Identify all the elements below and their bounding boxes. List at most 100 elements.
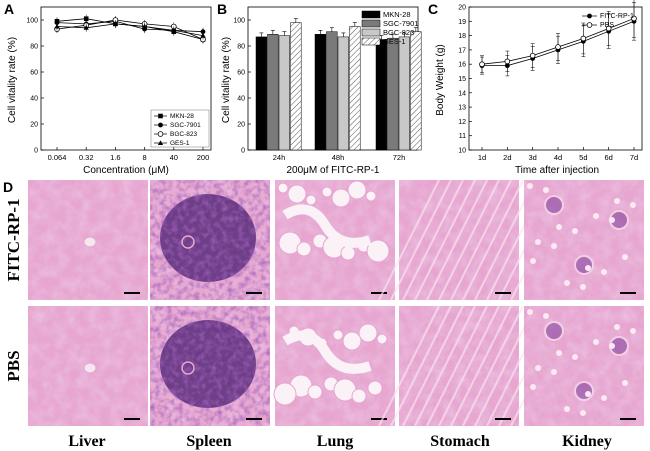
kidney-tubule-lumen bbox=[551, 243, 557, 249]
chart-b-bar bbox=[375, 39, 387, 151]
column-label-liver: Liver bbox=[68, 433, 105, 450]
chart-b-bar bbox=[326, 31, 338, 151]
chart-c-marks: 10 11 12 13 14 15 16 17 18 19 20 1d 2d 3d 4d 5d 6d 7d bbox=[458, 0, 638, 162]
chart-c-xtick-label: 3d bbox=[528, 153, 536, 162]
stomach-gland bbox=[426, 305, 488, 427]
chart-c-ytick-label: 18 bbox=[458, 33, 466, 40]
chart-a-legend-label: BGC-823 bbox=[170, 131, 197, 138]
chart-a-xtick-label: 0.064 bbox=[48, 153, 67, 162]
kidney-tubule-lumen bbox=[543, 313, 549, 319]
lung-alveolus bbox=[366, 239, 390, 263]
column-label-spleen: Spleen bbox=[186, 433, 231, 450]
liver-central-vein bbox=[83, 362, 97, 374]
column-label-kidney: Kidney bbox=[562, 433, 612, 450]
chart-a-ytick-label: 40 bbox=[30, 96, 38, 103]
kidney-tubule-lumen bbox=[580, 410, 586, 416]
chart-c-point bbox=[631, 15, 637, 22]
chart-b-ylabel: Cell vitality rate (%) bbox=[221, 37, 232, 123]
chart-b-bar bbox=[349, 26, 361, 151]
chart-b-legend-keys bbox=[361, 10, 381, 46]
stomach-gland bbox=[414, 179, 476, 301]
histology-image-kidney-fitc-rp-1 bbox=[524, 180, 644, 300]
chart-a-marks: 0 20 40 60 80 100 0.064 0.32 1.6 8 40 200 bbox=[26, 14, 209, 162]
lung-alveolus bbox=[340, 245, 356, 261]
chart-a-legend-marker bbox=[158, 122, 163, 128]
chart-c-ytick-label: 15 bbox=[458, 76, 466, 83]
chart-a-legend-marker bbox=[158, 113, 163, 119]
chart-b-bar bbox=[398, 36, 410, 151]
chart-b-xtick-label: 72h bbox=[393, 153, 406, 162]
spleen-arteriole bbox=[181, 235, 195, 249]
kidney-tubule-lumen bbox=[543, 187, 549, 193]
chart-b-viability-time: Cell vitality rate (%) 200μM of FITC-RP-… bbox=[221, 6, 422, 176]
lung-airway bbox=[282, 330, 372, 374]
chart-c-ytick-label: 11 bbox=[459, 133, 466, 140]
chart-a-ytick-label: 100 bbox=[26, 18, 38, 25]
chart-b-legend-swatch bbox=[361, 28, 381, 37]
stomach-gland bbox=[378, 179, 440, 301]
kidney-tubule-lumen bbox=[622, 380, 628, 386]
chart-c-xtick-label: 7d bbox=[630, 153, 638, 162]
chart-b-ytick-label: 100 bbox=[233, 18, 245, 25]
chart-b-ytick-label: 80 bbox=[237, 44, 245, 51]
chart-a-ytick-label: 60 bbox=[30, 70, 38, 77]
column-label-stomach: Stomach bbox=[430, 433, 490, 450]
histology-image-kidney-pbs bbox=[524, 306, 644, 426]
histology-grid bbox=[28, 179, 644, 427]
chart-c-ytick-label: 19 bbox=[458, 19, 466, 26]
kidney-tubule-lumen bbox=[530, 384, 536, 390]
kidney-tubule-lumen bbox=[630, 202, 636, 208]
stomach-gland bbox=[462, 305, 524, 427]
chart-c-point bbox=[504, 58, 511, 65]
stomach-gland bbox=[402, 305, 464, 427]
kidney-tubule-lumen bbox=[535, 239, 541, 245]
row-label-fitc-rp-1: FITC-RP-1 bbox=[4, 198, 23, 281]
column-label-lung: Lung bbox=[317, 433, 353, 450]
stomach-gland bbox=[402, 179, 464, 301]
chart-b-legend-swatch bbox=[361, 19, 381, 28]
chart-c-legend-label: FITC-RP-1 bbox=[600, 13, 634, 20]
chart-a-legend-keys bbox=[154, 113, 167, 145]
chart-a-ytick-label: 0 bbox=[34, 148, 38, 155]
chart-c-xtick-label: 5d bbox=[579, 153, 587, 162]
kidney-tubule-lumen bbox=[601, 395, 607, 401]
histology-image-lung-pbs bbox=[273, 306, 395, 426]
histology-image-liver-fitc-rp-1 bbox=[28, 180, 148, 300]
chart-c-ytick-label: 17 bbox=[458, 47, 466, 54]
chart-c-xtick-label: 4d bbox=[554, 153, 562, 162]
kidney-tubule-lumen bbox=[551, 369, 557, 375]
lung-alveolus bbox=[332, 329, 344, 341]
chart-c-legend-marker bbox=[586, 22, 593, 28]
chart-a-viability-concentration: Cell vitality rate (%) Concentration (μM… bbox=[7, 6, 212, 176]
chart-b-bar bbox=[337, 36, 349, 151]
spleen-arteriole bbox=[181, 361, 195, 375]
chart-a-point bbox=[142, 23, 148, 29]
lung-alveolus bbox=[277, 182, 289, 194]
kidney-glomerulus bbox=[574, 381, 594, 401]
histology-texture bbox=[524, 306, 644, 426]
lung-alveolus bbox=[367, 380, 383, 396]
chart-c-point bbox=[479, 61, 485, 67]
chart-a-xtick-label: 0.32 bbox=[79, 153, 94, 162]
chart-a-ylabel: Cell vitality rate (%) bbox=[7, 37, 18, 123]
kidney-tubule-lumen bbox=[622, 254, 628, 260]
chart-a-point bbox=[112, 21, 118, 26]
kidney-tubule-lumen bbox=[585, 391, 591, 397]
chart-c-ytick-label: 14 bbox=[458, 90, 466, 97]
chart-b-bar bbox=[290, 22, 302, 151]
kidney-tubule-lumen bbox=[614, 324, 620, 330]
chart-c-point bbox=[605, 25, 612, 32]
stomach-gland bbox=[426, 179, 488, 301]
histology-texture bbox=[524, 180, 644, 300]
histology-texture bbox=[399, 180, 519, 300]
chart-b-xtick-label: 24h bbox=[273, 153, 286, 162]
kidney-tubule-lumen bbox=[556, 350, 562, 356]
histology-image-spleen-fitc-rp-1 bbox=[150, 180, 270, 300]
liver-central-vein bbox=[83, 236, 97, 248]
lung-alveolus bbox=[273, 382, 297, 406]
chart-c-legend: FITC-RP-1 PBS bbox=[582, 13, 634, 29]
kidney-tubule-lumen bbox=[614, 198, 620, 204]
kidney-glomerulus bbox=[574, 255, 594, 275]
chart-a-legend-marker bbox=[157, 131, 164, 137]
